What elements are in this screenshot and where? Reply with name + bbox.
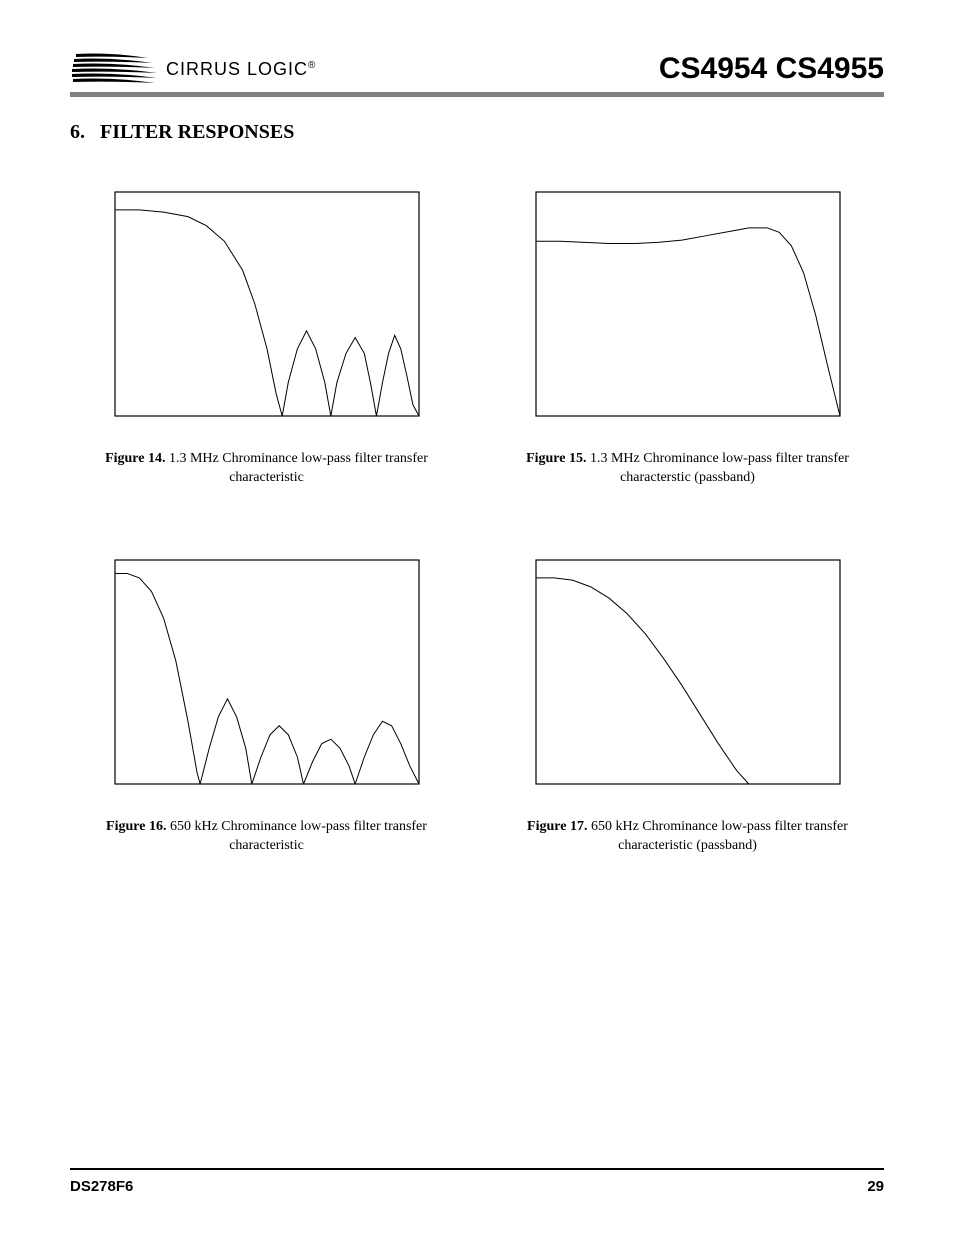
page-footer: DS278F6 29 <box>70 1168 884 1195</box>
figure-16-plot <box>107 552 427 792</box>
figure-caption-text: 1.3 MHz Chrominance low-pass filter tran… <box>590 451 849 485</box>
figure-16-caption: Figure 16. 650 kHz Chrominance low-pass … <box>77 818 457 856</box>
section-heading: 6. FILTER RESPONSES <box>70 121 884 144</box>
figure-grid: Figure 14. 1.3 MHz Chrominance low-pass … <box>70 184 884 856</box>
figure-label: Figure 15. <box>526 451 586 466</box>
figure-15-plot <box>528 184 848 424</box>
header-rule <box>70 92 884 97</box>
chart-svg <box>528 552 848 792</box>
figure-17-plot <box>528 552 848 792</box>
figure-label: Figure 14. <box>105 451 165 466</box>
figure-caption-text: 650 kHz Chrominance low-pass filter tran… <box>591 819 848 853</box>
chart-svg <box>107 552 427 792</box>
figure-caption-text: 1.3 MHz Chrominance low-pass filter tran… <box>169 451 428 485</box>
figure-17: Figure 17. 650 kHz Chrominance low-pass … <box>491 552 884 856</box>
figure-label: Figure 17. <box>527 819 587 834</box>
figure-15-caption: Figure 15. 1.3 MHz Chrominance low-pass … <box>498 450 878 488</box>
doc-code: DS278F6 <box>70 1178 133 1195</box>
cirrus-logo-icon <box>70 50 160 88</box>
footer-rule <box>70 1168 884 1170</box>
figure-14: Figure 14. 1.3 MHz Chrominance low-pass … <box>70 184 463 488</box>
figure-caption-text: 650 kHz Chrominance low-pass filter tran… <box>170 819 427 853</box>
page-header: CIRRUS LOGIC® CS4954 CS4955 <box>70 50 884 88</box>
chart-svg <box>528 184 848 424</box>
chart-svg <box>107 184 427 424</box>
page-number: 29 <box>867 1178 884 1195</box>
figure-14-plot <box>107 184 427 424</box>
figure-label: Figure 16. <box>106 819 166 834</box>
figure-14-caption: Figure 14. 1.3 MHz Chrominance low-pass … <box>77 450 457 488</box>
company-logo: CIRRUS LOGIC® <box>70 50 316 88</box>
figure-16: Figure 16. 650 kHz Chrominance low-pass … <box>70 552 463 856</box>
figure-15: Figure 15. 1.3 MHz Chrominance low-pass … <box>491 184 884 488</box>
section-number: 6. <box>70 121 85 143</box>
company-logo-text: CIRRUS LOGIC® <box>166 59 316 80</box>
document-title: CS4954 CS4955 <box>659 52 884 88</box>
figure-17-caption: Figure 17. 650 kHz Chrominance low-pass … <box>498 818 878 856</box>
footer-row: DS278F6 29 <box>70 1178 884 1195</box>
section-title: FILTER RESPONSES <box>100 121 294 143</box>
